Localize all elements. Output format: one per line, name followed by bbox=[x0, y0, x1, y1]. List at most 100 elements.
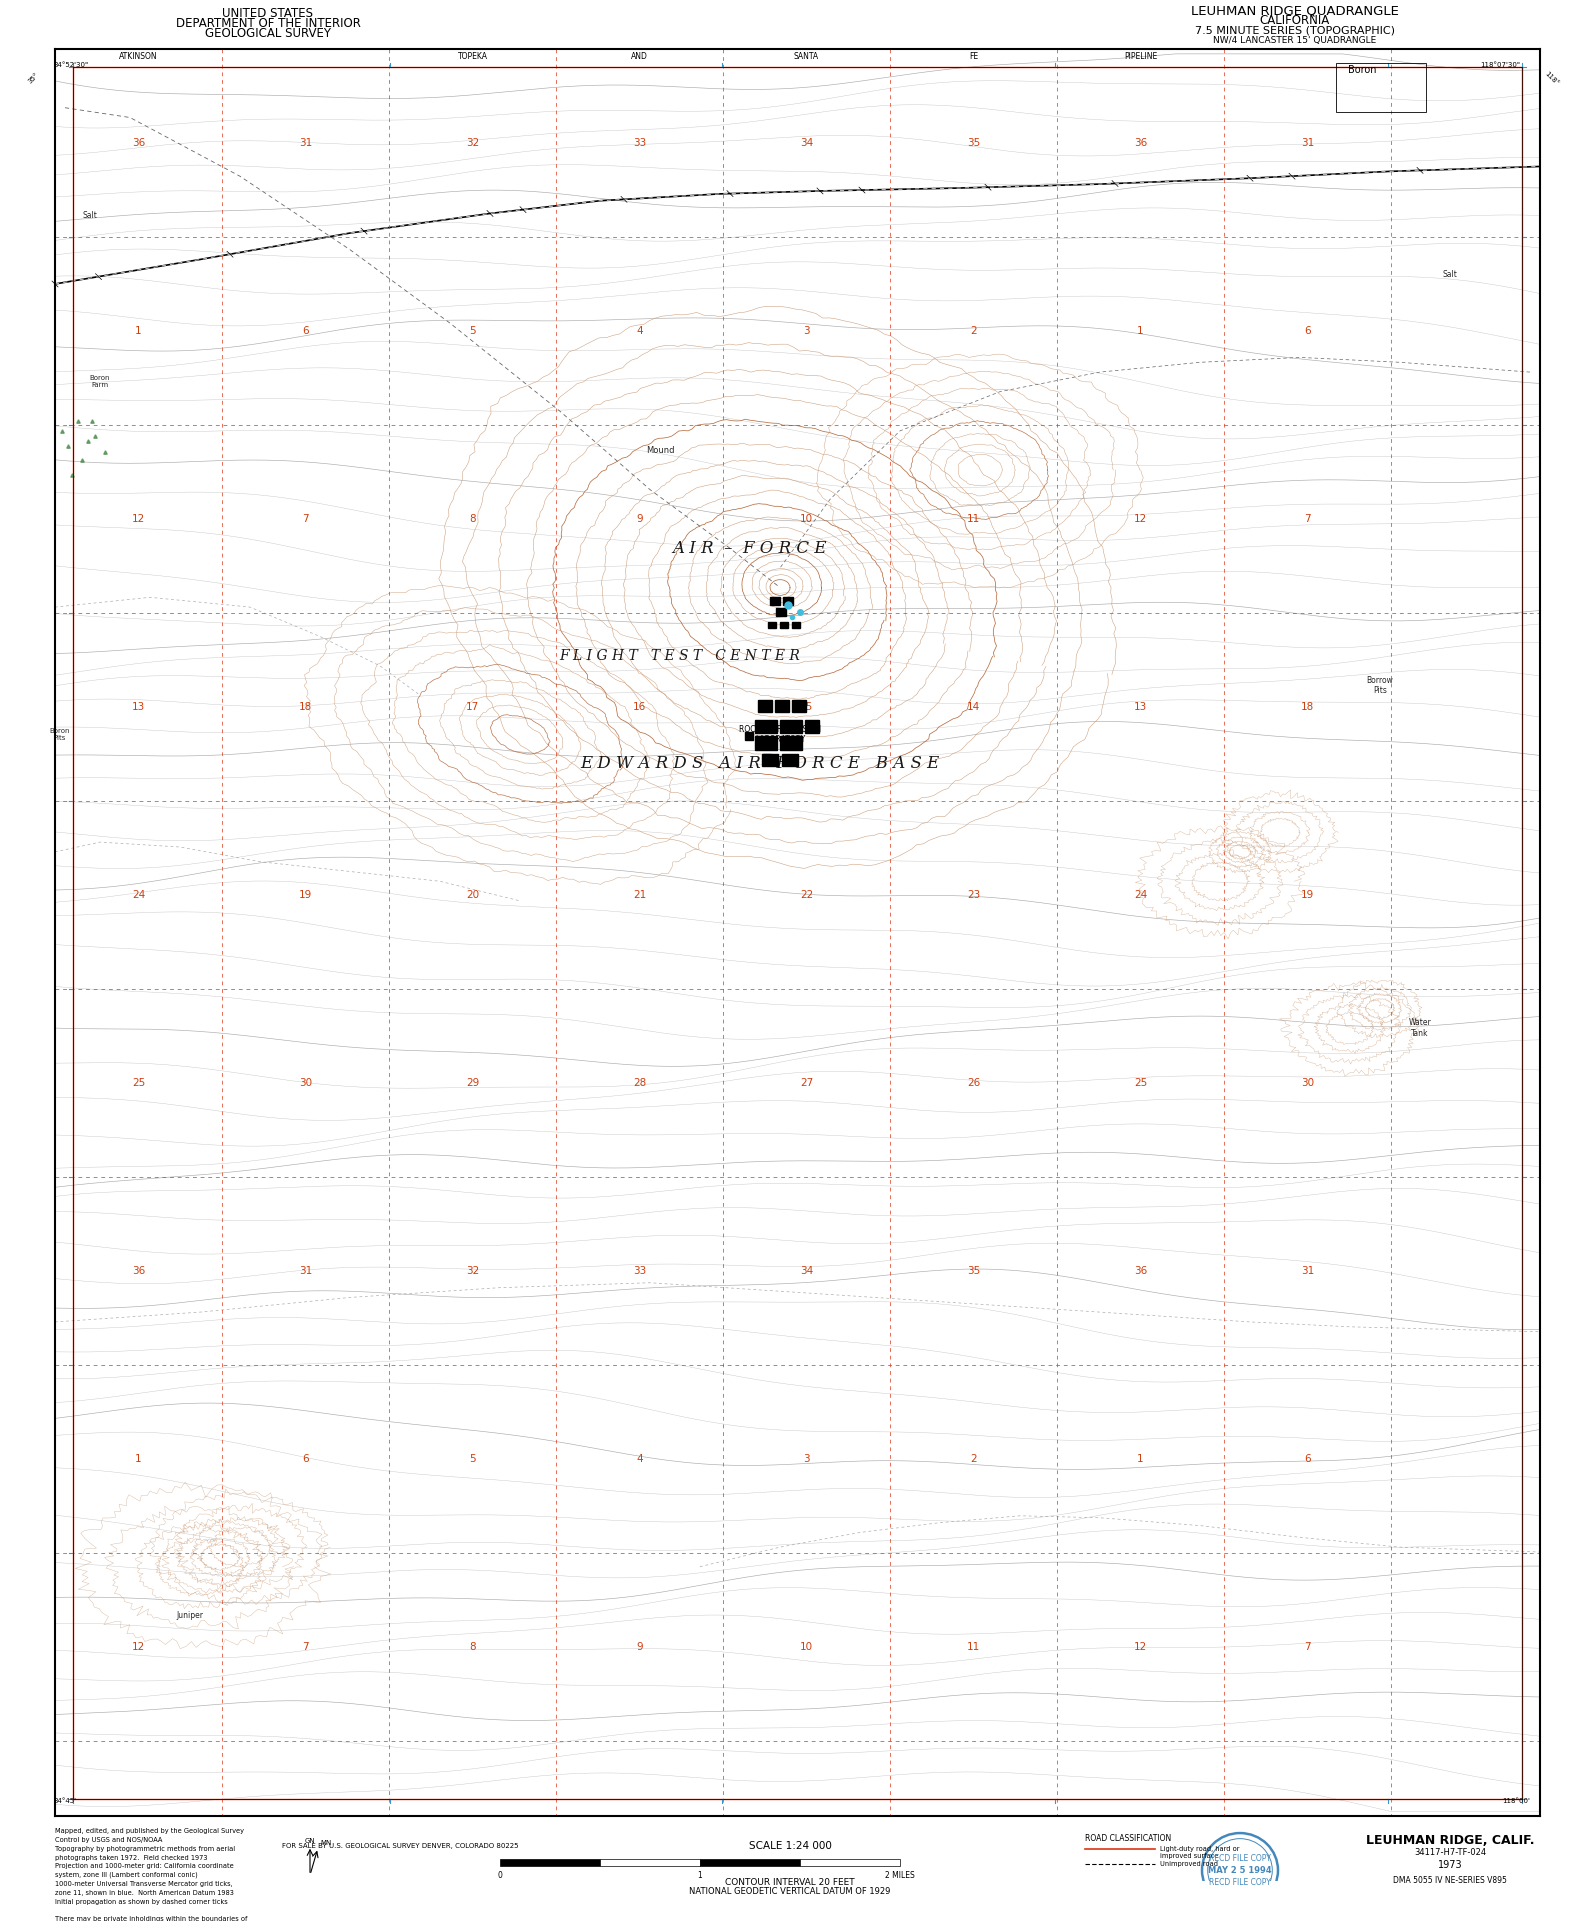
Bar bbox=[762, 753, 778, 766]
Text: 6: 6 bbox=[302, 1454, 308, 1464]
Text: ATKINSON: ATKINSON bbox=[119, 52, 158, 61]
Text: 27: 27 bbox=[800, 1078, 813, 1087]
Text: ROAD CLASSIFICATION: ROAD CLASSIFICATION bbox=[1085, 1835, 1172, 1844]
Bar bbox=[500, 1858, 601, 1867]
Text: 35: 35 bbox=[968, 138, 980, 148]
Text: 36: 36 bbox=[1134, 138, 1148, 148]
Text: Boron: Boron bbox=[1349, 65, 1377, 75]
Bar bbox=[805, 720, 819, 734]
Text: 31: 31 bbox=[299, 1266, 311, 1276]
Text: AND: AND bbox=[631, 52, 648, 61]
Bar bbox=[792, 622, 800, 628]
Text: Salt: Salt bbox=[1442, 269, 1458, 279]
Bar bbox=[756, 720, 776, 734]
Text: SCALE 1:24 000: SCALE 1:24 000 bbox=[748, 1840, 832, 1850]
Text: 28: 28 bbox=[632, 1078, 647, 1087]
Text: F L I G H T   T E S T   C E N T E R: F L I G H T T E S T C E N T E R bbox=[560, 649, 800, 663]
Bar bbox=[779, 736, 802, 749]
Text: 31: 31 bbox=[1301, 138, 1314, 148]
Text: 25: 25 bbox=[1134, 1078, 1148, 1087]
Text: 33: 33 bbox=[632, 138, 647, 148]
Text: NW/4 LANCASTER 15' QUADRANGLE: NW/4 LANCASTER 15' QUADRANGLE bbox=[1213, 36, 1377, 44]
Text: 29: 29 bbox=[466, 1078, 479, 1087]
Text: 1: 1 bbox=[1137, 1454, 1143, 1464]
Text: 8: 8 bbox=[470, 515, 476, 524]
Text: 22: 22 bbox=[800, 889, 813, 899]
Text: Projection and 1000-meter grid: California coordinate: Projection and 1000-meter grid: Californ… bbox=[55, 1863, 234, 1869]
Text: 8: 8 bbox=[470, 1642, 476, 1652]
Text: 34°52'30": 34°52'30" bbox=[54, 61, 89, 67]
Text: 34117-H7-TF-024: 34117-H7-TF-024 bbox=[1413, 1848, 1486, 1858]
Text: 30: 30 bbox=[1301, 1078, 1314, 1087]
Text: 11: 11 bbox=[968, 515, 980, 524]
Text: 35: 35 bbox=[968, 1266, 980, 1276]
Text: 24: 24 bbox=[1134, 889, 1148, 899]
Text: NATIONAL GEODETIC VERTICAL DATUM OF 1929: NATIONAL GEODETIC VERTICAL DATUM OF 1929 bbox=[689, 1886, 890, 1896]
Text: 13: 13 bbox=[1134, 701, 1148, 713]
Bar bbox=[1336, 63, 1426, 111]
Text: Topography by photogrammetric methods from aerial: Topography by photogrammetric methods fr… bbox=[55, 1846, 236, 1852]
Bar bbox=[775, 699, 789, 713]
Text: Juniper: Juniper bbox=[177, 1612, 204, 1619]
Text: 15: 15 bbox=[800, 701, 813, 713]
Text: 7: 7 bbox=[1304, 515, 1311, 524]
Text: 23: 23 bbox=[968, 889, 980, 899]
Bar bbox=[745, 732, 753, 740]
Text: Light-duty road, hard or: Light-duty road, hard or bbox=[1160, 1846, 1240, 1852]
Text: 11: 11 bbox=[968, 1642, 980, 1652]
Text: CONTOUR INTERVAL 20 FEET: CONTOUR INTERVAL 20 FEET bbox=[726, 1877, 855, 1886]
Text: 18: 18 bbox=[1301, 701, 1314, 713]
Text: 0: 0 bbox=[498, 1871, 503, 1881]
Text: 36: 36 bbox=[1134, 1266, 1148, 1276]
Text: E D W A R D S   A I R   F O R C E   B A S E: E D W A R D S A I R F O R C E B A S E bbox=[580, 755, 939, 772]
Bar bbox=[700, 1858, 800, 1867]
Text: 30: 30 bbox=[299, 1078, 311, 1087]
Text: 7: 7 bbox=[1304, 1642, 1311, 1652]
Text: photographs taken 1972.  Field checked 1973: photographs taken 1972. Field checked 19… bbox=[55, 1854, 207, 1861]
Bar bbox=[792, 699, 806, 713]
Text: improved surface: improved surface bbox=[1160, 1852, 1219, 1860]
Text: 34: 34 bbox=[800, 1266, 813, 1276]
Text: 12: 12 bbox=[131, 1642, 145, 1652]
Text: LEUHMAN RIDGE, CALIF.: LEUHMAN RIDGE, CALIF. bbox=[1366, 1835, 1534, 1848]
Text: CALIFORNIA: CALIFORNIA bbox=[1260, 13, 1330, 27]
Text: 7: 7 bbox=[302, 1642, 308, 1652]
Text: 3: 3 bbox=[803, 1454, 809, 1464]
Text: 7: 7 bbox=[302, 515, 308, 524]
Text: Initial propagation as shown by dashed corner ticks: Initial propagation as shown by dashed c… bbox=[55, 1898, 228, 1904]
Bar bbox=[779, 622, 787, 628]
Text: Boron
Pits: Boron Pits bbox=[49, 728, 70, 742]
Text: 24: 24 bbox=[131, 889, 145, 899]
Bar bbox=[783, 753, 798, 766]
Text: 19: 19 bbox=[1301, 889, 1314, 899]
Text: Mound: Mound bbox=[645, 446, 674, 455]
Text: 1: 1 bbox=[697, 1871, 702, 1881]
Text: LEUHMAN RIDGE QUADRANGLE: LEUHMAN RIDGE QUADRANGLE bbox=[1190, 4, 1399, 17]
Text: 4: 4 bbox=[636, 327, 643, 336]
Text: system, zone III (Lambert conformal conic): system, zone III (Lambert conformal coni… bbox=[55, 1871, 198, 1879]
Text: 118°00': 118°00' bbox=[1502, 1798, 1530, 1804]
Text: 13: 13 bbox=[131, 701, 145, 713]
Text: 12: 12 bbox=[1134, 1642, 1148, 1652]
Text: 18: 18 bbox=[299, 701, 311, 713]
Text: Unimproved road: Unimproved road bbox=[1160, 1861, 1217, 1867]
Bar bbox=[779, 720, 802, 734]
Bar bbox=[601, 1858, 700, 1867]
Text: 118°07'30": 118°07'30" bbox=[1480, 61, 1519, 67]
Text: 34: 34 bbox=[800, 138, 813, 148]
Text: 10: 10 bbox=[800, 1642, 813, 1652]
Text: 36: 36 bbox=[131, 138, 145, 148]
Text: ROCKET PROPULSION: ROCKET PROPULSION bbox=[738, 724, 821, 734]
Text: 1973: 1973 bbox=[1437, 1860, 1462, 1871]
Bar bbox=[757, 699, 772, 713]
Bar bbox=[770, 597, 779, 605]
Text: RECD FILE COPY: RECD FILE COPY bbox=[1209, 1854, 1271, 1863]
Text: DEPARTMENT OF THE INTERIOR: DEPARTMENT OF THE INTERIOR bbox=[175, 17, 360, 31]
Text: 9: 9 bbox=[636, 515, 643, 524]
Text: 17: 17 bbox=[466, 701, 479, 713]
Text: MAY 2 5 1994: MAY 2 5 1994 bbox=[1208, 1865, 1271, 1875]
Text: 2: 2 bbox=[971, 327, 977, 336]
Text: 5: 5 bbox=[470, 327, 476, 336]
Text: Salt: Salt bbox=[82, 211, 98, 219]
Text: TOPEKA: TOPEKA bbox=[457, 52, 487, 61]
